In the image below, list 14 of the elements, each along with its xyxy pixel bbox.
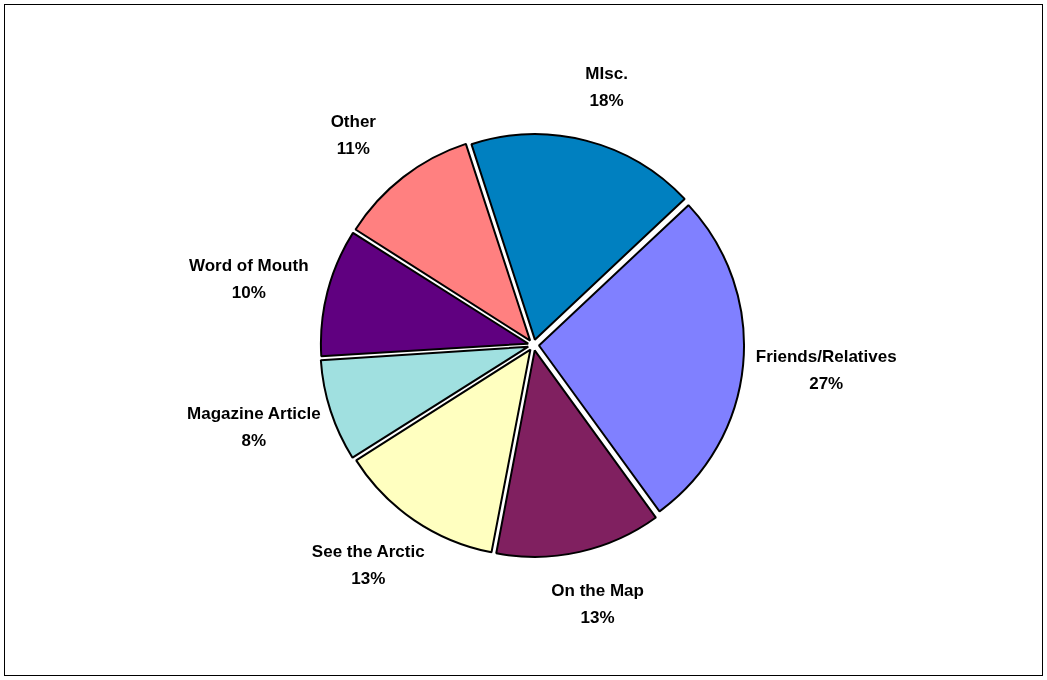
data-label: 13% [351,568,386,588]
data-label: 10% [231,282,266,302]
slice-label: See the Arctic [311,541,425,561]
data-label: 27% [809,373,844,393]
slice-label: Other [330,111,377,131]
data-label: 11% [336,138,370,158]
slice-label: Magazine Article [187,403,321,423]
slice-label: On the Map [551,581,644,601]
data-label: 8% [241,430,267,450]
slice-label: MIsc. [585,64,628,84]
slice-label: Word of Mouth [188,255,309,275]
slice-label: Friends/Relatives [755,346,897,366]
data-label: 18% [589,91,624,111]
data-label: 13% [580,608,615,628]
